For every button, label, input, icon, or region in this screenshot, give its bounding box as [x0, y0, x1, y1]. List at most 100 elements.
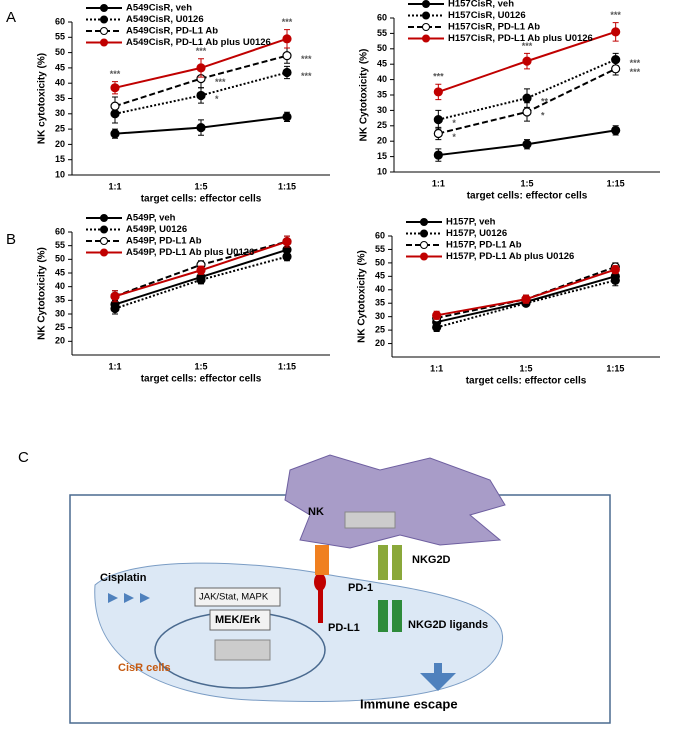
legend-label: H157CisR, veh [448, 0, 514, 10]
significance: * [541, 110, 545, 120]
legend-label: A549P, PD-L1 Ab [126, 236, 202, 247]
panel-label: A [6, 9, 16, 26]
legend-label: H157CisR, PD-L1 Ab [448, 22, 540, 33]
x-tick-label: 1:5 [194, 361, 207, 371]
point [282, 67, 292, 78]
point [433, 150, 443, 160]
point [282, 252, 292, 262]
x-tick-label: 1:5 [194, 181, 207, 191]
y-axis-label: NK Cytotoxicity (%) [37, 247, 48, 340]
y-tick-label: 25 [55, 322, 65, 332]
point [610, 265, 620, 275]
y-tick-label: 55 [55, 240, 65, 250]
legend-marker [100, 225, 108, 234]
label: MEK/Erk [215, 614, 261, 626]
significance: *** [522, 41, 533, 51]
legend-label: A549P, PD-L1 Ab plus U0126 [126, 247, 254, 258]
legend-label: H157CisR, U0126 [448, 10, 526, 21]
point [196, 90, 206, 101]
legend-label: A549CisR, PD-L1 Ab plus U0126 [126, 37, 271, 48]
point [196, 63, 206, 73]
legend-label: H157CisR, PD-L1 Ab plus U0126 [448, 33, 593, 44]
x-axis-label: target cells: effector cells [466, 376, 587, 387]
point [110, 101, 120, 111]
label: PD-L1 [328, 622, 360, 634]
point [433, 115, 443, 125]
y-tick-label: 45 [55, 62, 65, 72]
y-tick-label: 40 [55, 281, 65, 291]
point [432, 322, 442, 333]
legend-marker [100, 214, 108, 222]
point [432, 310, 442, 320]
point [282, 51, 292, 61]
x-tick-label: 1:5 [519, 363, 532, 373]
point [196, 265, 206, 275]
point [282, 34, 292, 44]
y-tick-label: 50 [377, 43, 387, 53]
y-tick-label: 35 [375, 298, 385, 308]
point [433, 87, 443, 97]
x-tick-label: 1:15 [278, 361, 296, 371]
point [110, 291, 120, 301]
y-tick-label: 50 [55, 47, 65, 57]
arrow [420, 663, 456, 691]
legend-marker [100, 27, 108, 35]
legend-marker [100, 15, 108, 24]
legend-marker [100, 4, 108, 12]
significance: *** [196, 46, 207, 56]
ligand-mark [378, 600, 388, 632]
y-tick-label: 20 [375, 338, 385, 348]
y-tick-label: 35 [55, 93, 65, 103]
y-tick-label: 60 [55, 226, 65, 236]
panel-label: B [6, 231, 16, 248]
x-axis-label: target cells: effector cells [141, 194, 262, 205]
significance: ** [541, 96, 549, 106]
x-axis-label: target cells: effector cells [467, 191, 588, 202]
legend-marker [422, 0, 430, 8]
y-tick-label: 10 [377, 166, 387, 176]
x-axis-label: target cells: effector cells [141, 374, 262, 385]
y-tick-label: 55 [375, 244, 385, 254]
dna [214, 639, 271, 661]
label: NKG2D [412, 554, 451, 566]
significance: *** [433, 72, 444, 82]
significance: *** [630, 67, 641, 77]
label: PD-1 [348, 582, 373, 594]
y-tick-label: 45 [55, 267, 65, 277]
point [611, 64, 621, 74]
label: JAK/Stat, MAPK [199, 592, 269, 603]
point [522, 93, 532, 103]
significance: *** [301, 54, 312, 64]
label: NK [308, 506, 324, 518]
point [522, 107, 532, 117]
legend-marker [422, 11, 430, 20]
legend-marker [100, 237, 108, 245]
y-tick-label: 30 [375, 311, 385, 321]
significance: *** [215, 77, 226, 87]
pd-l1-mark [318, 583, 323, 623]
significance: * [215, 94, 219, 104]
significance: *** [282, 17, 293, 27]
legend-label: A549CisR, PD-L1 Ab [126, 26, 218, 37]
label: NKG2D ligands [408, 619, 488, 631]
legend-marker [420, 252, 428, 261]
box [194, 587, 281, 607]
pd-1-mark [315, 545, 329, 575]
significance: *** [630, 58, 641, 68]
box [209, 609, 271, 631]
x-tick-label: 1:15 [606, 363, 624, 373]
y-tick-label: 30 [55, 308, 65, 318]
point [110, 303, 120, 314]
legend-marker [422, 34, 430, 43]
y-tick-label: 45 [377, 59, 387, 69]
x-tick-label: 1:1 [108, 361, 121, 371]
nkg2d-mark [392, 545, 402, 580]
label: Immune escape [360, 696, 458, 711]
point [110, 83, 120, 93]
y-tick-label: 35 [377, 89, 387, 99]
y-tick-label: 15 [377, 151, 387, 161]
significance: *** [610, 10, 621, 20]
diagram: NK Cisplatin JAK/Stat, MAPK MEK/Erk PD-1… [69, 454, 611, 724]
point [522, 56, 532, 66]
